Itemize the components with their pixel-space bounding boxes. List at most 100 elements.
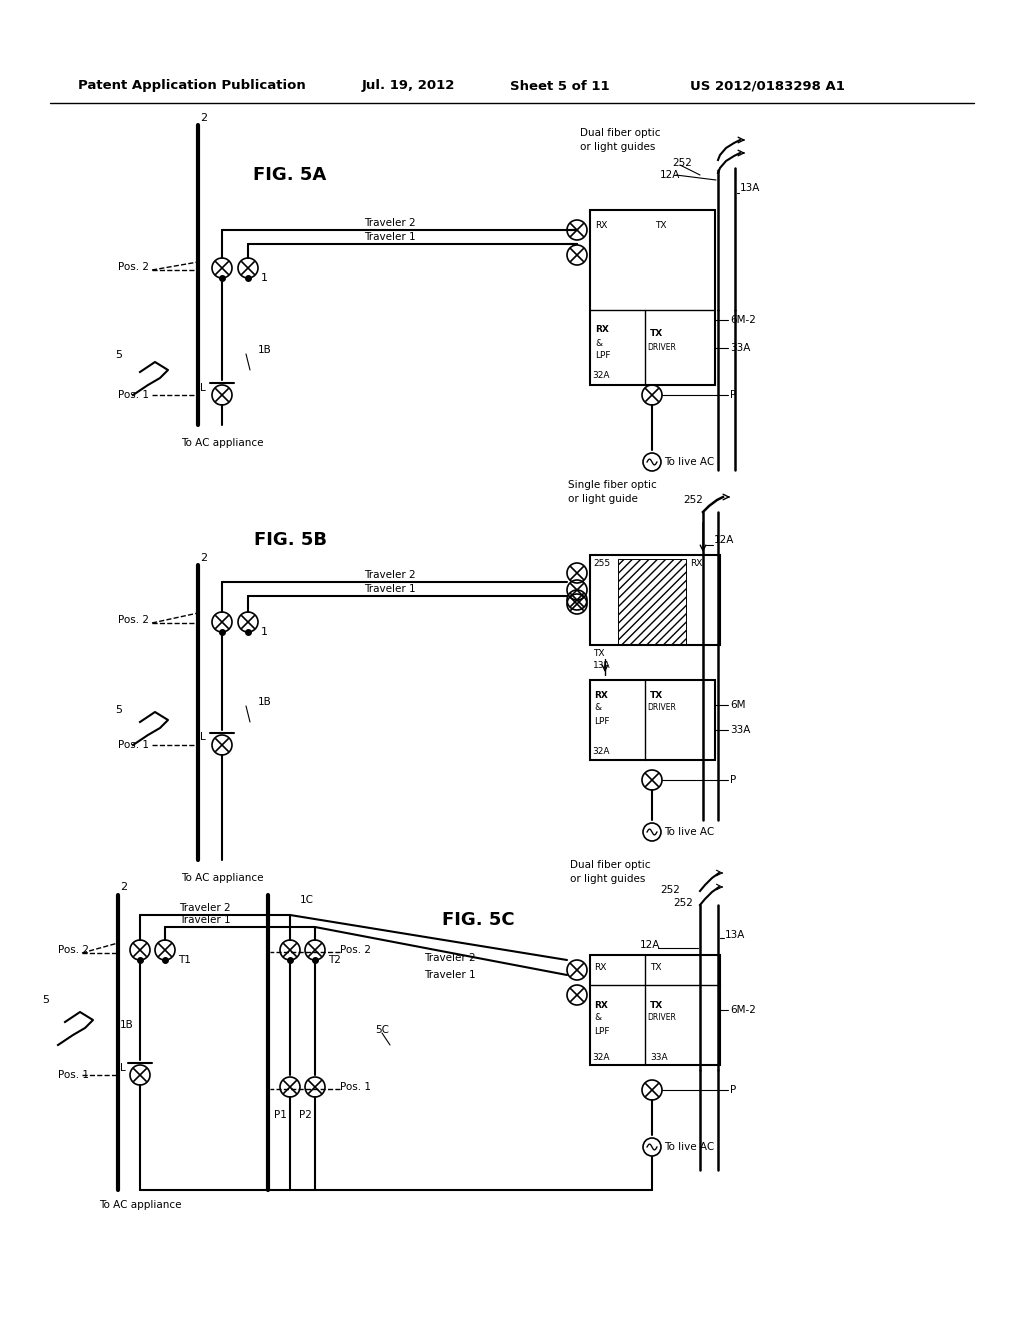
Text: P: P — [730, 389, 736, 400]
Text: US 2012/0183298 A1: US 2012/0183298 A1 — [690, 79, 845, 92]
Text: 12A: 12A — [660, 170, 680, 180]
Text: P1: P1 — [273, 1110, 287, 1119]
Text: 12A: 12A — [640, 940, 660, 950]
Text: Patent Application Publication: Patent Application Publication — [78, 79, 306, 92]
Text: 6M-2: 6M-2 — [730, 1005, 756, 1015]
Text: Pos. 1: Pos. 1 — [58, 1071, 89, 1080]
Text: TX: TX — [650, 1001, 664, 1010]
Text: LPF: LPF — [594, 1027, 609, 1035]
Text: 6M-2: 6M-2 — [730, 315, 756, 325]
Text: 252: 252 — [660, 884, 680, 895]
Text: 2: 2 — [200, 553, 207, 564]
Text: RX: RX — [594, 690, 608, 700]
Text: Pos. 1: Pos. 1 — [118, 741, 150, 750]
Text: RX: RX — [595, 326, 609, 334]
Text: TX: TX — [593, 648, 604, 657]
Bar — [590, 210, 715, 385]
Text: P: P — [730, 1085, 736, 1096]
Text: 252: 252 — [673, 898, 693, 908]
Text: or light guides: or light guides — [570, 874, 645, 884]
Bar — [590, 954, 720, 1065]
Text: L: L — [200, 733, 206, 742]
Text: Pos. 2: Pos. 2 — [340, 945, 371, 954]
Text: FIG. 5B: FIG. 5B — [254, 531, 327, 549]
Text: RX: RX — [594, 1001, 608, 1010]
Text: RX: RX — [594, 962, 606, 972]
Text: DRIVER: DRIVER — [647, 704, 676, 713]
Text: 6M: 6M — [730, 700, 745, 710]
Text: &: & — [594, 704, 601, 713]
Text: 33A: 33A — [730, 725, 751, 735]
Text: To live AC: To live AC — [664, 1142, 715, 1152]
Text: 13A: 13A — [593, 660, 610, 669]
Text: Single fiber optic: Single fiber optic — [568, 480, 656, 490]
Text: TX: TX — [650, 329, 664, 338]
Text: Pos. 2: Pos. 2 — [58, 945, 89, 954]
Text: 2: 2 — [200, 114, 207, 123]
Text: Dual fiber optic: Dual fiber optic — [570, 861, 650, 870]
Text: 1B: 1B — [258, 345, 271, 355]
Text: L: L — [200, 383, 206, 393]
Text: RX: RX — [595, 222, 607, 231]
Text: 32A: 32A — [592, 371, 609, 380]
Bar — [590, 554, 720, 645]
Text: Dual fiber optic: Dual fiber optic — [580, 128, 660, 139]
Text: &: & — [594, 1014, 601, 1023]
Text: Traveler 1: Traveler 1 — [365, 232, 416, 242]
Text: 33A: 33A — [650, 1052, 668, 1061]
Bar — [590, 680, 715, 760]
Text: Traveler 1: Traveler 1 — [179, 915, 230, 925]
Text: 255: 255 — [593, 558, 610, 568]
Text: To AC appliance: To AC appliance — [181, 873, 263, 883]
Text: 1: 1 — [261, 627, 268, 638]
Text: T2: T2 — [328, 954, 341, 965]
Text: FIG. 5C: FIG. 5C — [441, 911, 514, 929]
Text: To AC appliance: To AC appliance — [181, 438, 263, 447]
Text: To live AC: To live AC — [664, 457, 715, 467]
Text: To live AC: To live AC — [664, 828, 715, 837]
Text: 5C: 5C — [375, 1026, 389, 1035]
Text: 32A: 32A — [592, 747, 609, 756]
Text: P2: P2 — [299, 1110, 311, 1119]
Text: Pos. 1: Pos. 1 — [340, 1082, 371, 1092]
Text: 1: 1 — [261, 273, 268, 282]
Text: RX: RX — [690, 558, 702, 568]
Text: 13A: 13A — [740, 183, 761, 193]
Text: FIG. 5A: FIG. 5A — [253, 166, 327, 183]
Text: Jul. 19, 2012: Jul. 19, 2012 — [362, 79, 456, 92]
Text: Pos. 2: Pos. 2 — [118, 261, 150, 272]
Text: TX: TX — [650, 690, 664, 700]
Text: 12A: 12A — [714, 535, 734, 545]
Text: Pos. 2: Pos. 2 — [118, 615, 150, 624]
Text: P: P — [730, 775, 736, 785]
Text: 5: 5 — [115, 350, 122, 360]
Text: 1C: 1C — [300, 895, 314, 906]
Text: 252: 252 — [672, 158, 692, 168]
Text: Traveler 2: Traveler 2 — [365, 218, 416, 228]
Text: L: L — [120, 1063, 126, 1073]
Text: DRIVER: DRIVER — [647, 1014, 676, 1023]
Text: 5: 5 — [42, 995, 49, 1005]
Text: Pos. 1: Pos. 1 — [118, 389, 150, 400]
Text: 1B: 1B — [258, 697, 271, 708]
Text: Traveler 2: Traveler 2 — [424, 953, 476, 964]
Text: Traveler 2: Traveler 2 — [179, 903, 230, 913]
Text: T1: T1 — [178, 954, 190, 965]
Text: Traveler 2: Traveler 2 — [365, 570, 416, 579]
Text: 2: 2 — [120, 882, 127, 892]
Text: LPF: LPF — [594, 717, 609, 726]
Text: TX: TX — [650, 962, 662, 972]
Text: 32A: 32A — [592, 1052, 609, 1061]
Text: LPF: LPF — [595, 351, 610, 360]
Text: or light guide: or light guide — [568, 494, 638, 504]
Text: Traveler 1: Traveler 1 — [365, 583, 416, 594]
Text: &: & — [595, 338, 602, 347]
Text: DRIVER: DRIVER — [647, 342, 676, 351]
Text: 33A: 33A — [730, 343, 751, 352]
Text: 1B: 1B — [120, 1020, 134, 1030]
Text: Traveler 1: Traveler 1 — [424, 970, 476, 979]
Text: 252: 252 — [683, 495, 702, 506]
Bar — [618, 558, 686, 645]
Text: To AC appliance: To AC appliance — [98, 1200, 181, 1210]
Text: TX: TX — [655, 222, 667, 231]
